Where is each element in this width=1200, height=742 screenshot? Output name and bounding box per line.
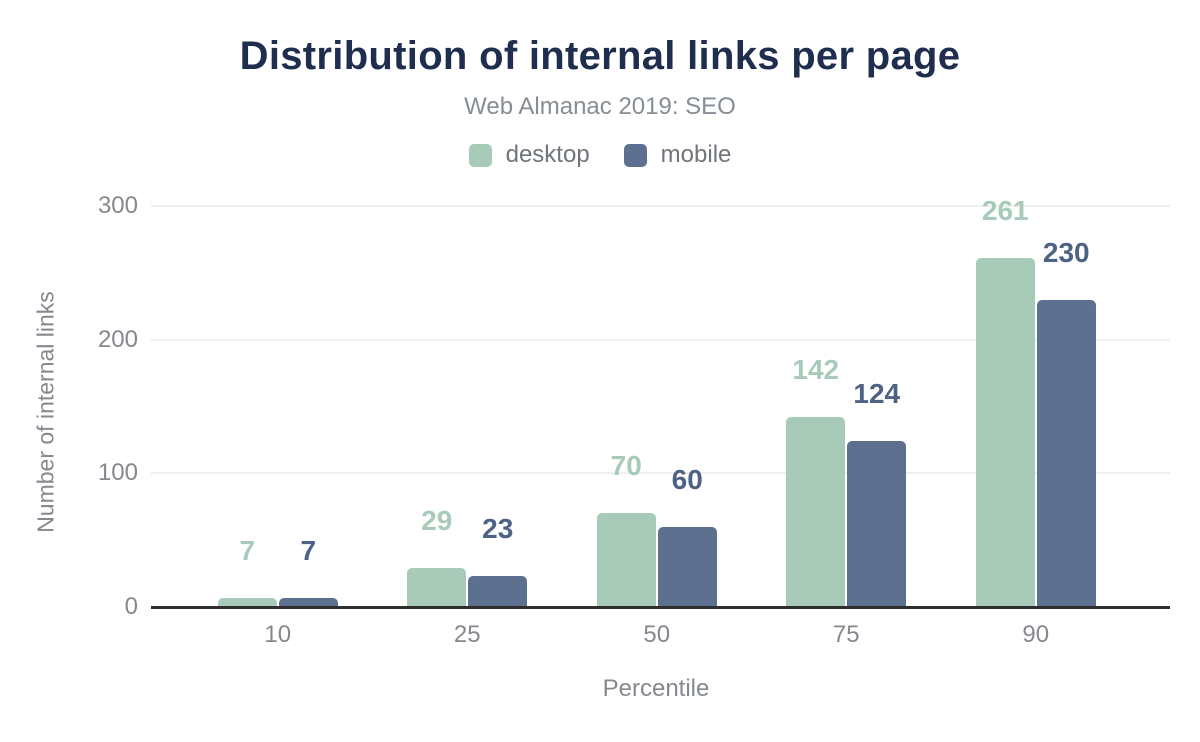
bar-label-desktop-p50: 70 <box>610 450 642 482</box>
x-tick-label-10: 10 <box>264 621 292 648</box>
bar-desktop-p75 <box>786 417 846 607</box>
x-axis-line <box>151 605 1170 609</box>
x-tick-label-50: 50 <box>643 621 671 648</box>
legend-label-desktop: desktop <box>505 141 590 168</box>
bar-mobile-p10 <box>278 597 338 607</box>
y-tick-label-100: 100 <box>97 459 138 487</box>
bar-label-mobile-p50: 60 <box>671 463 703 495</box>
bar-label-desktop-p90: 261 <box>981 195 1029 227</box>
bar-label-mobile-p10: 7 <box>300 534 317 566</box>
bar-label-mobile-p25: 23 <box>482 513 514 545</box>
bar-mobile-p25 <box>468 576 528 607</box>
legend-item-desktop: desktop <box>468 141 590 169</box>
y-tick-label-200: 200 <box>97 325 138 353</box>
bar-desktop-p10 <box>217 597 277 607</box>
bar-label-desktop-p25: 29 <box>421 505 453 537</box>
bar-desktop-p25 <box>407 568 467 607</box>
bar-mobile-p75 <box>847 441 907 607</box>
x-tick-label-75: 75 <box>832 621 860 648</box>
bar-label-mobile-p75: 124 <box>853 378 901 410</box>
chart-title: Distribution of internal links per page <box>239 34 961 78</box>
legend: desktop mobile <box>0 141 1200 169</box>
gridline-200 <box>151 338 1170 341</box>
bar-label-desktop-p75: 142 <box>792 354 840 386</box>
legend-swatch-mobile <box>623 143 647 167</box>
legend-label-mobile: mobile <box>660 141 732 168</box>
x-tick-label-90: 90 <box>1022 621 1050 648</box>
bar-mobile-p50 <box>657 526 717 607</box>
chart-subtitle: Web Almanac 2019: SEO <box>464 93 736 120</box>
y-tick-label-300: 300 <box>97 192 138 219</box>
bar-mobile-p90 <box>1036 299 1096 607</box>
y-tick-label-0: 0 <box>124 593 138 620</box>
gridline-300 <box>151 205 1170 207</box>
bar-label-desktop-p10: 7 <box>239 534 256 566</box>
bar-desktop-p90 <box>975 258 1035 607</box>
gridline-100 <box>151 472 1170 475</box>
legend-item-mobile: mobile <box>623 141 732 169</box>
legend-swatch-desktop <box>468 143 492 167</box>
bar-desktop-p50 <box>596 513 656 607</box>
x-axis-title: Percentile <box>602 675 710 702</box>
bar-label-mobile-p90: 230 <box>1042 236 1090 268</box>
x-tick-label-25: 25 <box>453 621 481 648</box>
